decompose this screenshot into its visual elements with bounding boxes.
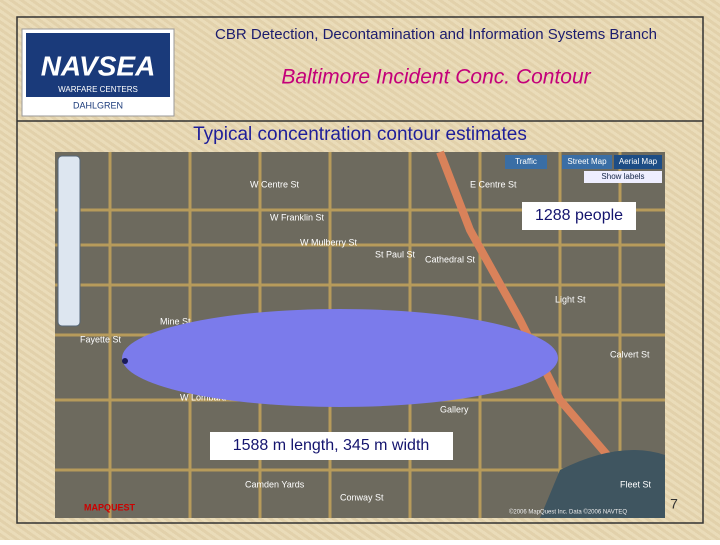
- street-label: St Paul St: [375, 249, 416, 259]
- zoom-control[interactable]: [57, 155, 81, 327]
- street-labels: W Centre St W Franklin St W Mulberry St Min…: [80, 179, 652, 502]
- street-label: Camden Yards: [245, 479, 305, 489]
- dimensions: 1588 m length, 345 m width: [233, 437, 430, 454]
- highway: [436, 150, 624, 473]
- title: Baltimore Incident Conc. Contour: [281, 66, 591, 89]
- logo-line1: WARFARE CENTERS: [58, 85, 138, 94]
- street-label: Gallery: [440, 404, 469, 414]
- street-label: Street Map: [567, 157, 607, 166]
- concentration-contour: [122, 309, 558, 407]
- logo-line2: DAHLGREN: [73, 100, 123, 110]
- subtitle: Typical concentration contour estimates: [193, 124, 527, 145]
- logo: NAVSEA WARFARE CENTERS DAHLGREN: [21, 28, 175, 117]
- frame: [16, 16, 704, 524]
- logo-name: NAVSEA: [41, 50, 156, 81]
- street-label: Mine St: [160, 316, 191, 326]
- page-number: 7: [670, 496, 678, 512]
- population: 1288 people: [535, 207, 623, 224]
- map-brand: MAPQUEST: [84, 502, 136, 512]
- street-label: W Mulberry St: [300, 237, 358, 247]
- branch: CBR Detection, Decontamination and Infor…: [215, 26, 657, 43]
- labels-label: Show labels: [601, 172, 644, 181]
- street-label: Fayette St: [80, 334, 122, 344]
- street-label: Cathedral St: [425, 254, 476, 264]
- street-label: Conway St: [340, 492, 384, 502]
- street-label: W Centre St: [250, 179, 300, 189]
- street-btn[interactable]: [562, 155, 612, 169]
- street-label: Calvert St: [610, 349, 650, 359]
- map: Traffic Street Map Aerial Map Show label…: [55, 150, 665, 518]
- map-copyright: ©2006 MapQuest Inc. Data ©2006 NAVTEQ: [509, 509, 627, 516]
- aerial-label: Aerial Map: [619, 157, 658, 166]
- street-label: W Franklin St: [270, 212, 325, 222]
- aerial-btn[interactable]: [614, 155, 662, 169]
- street-label: W Lombard St: [180, 392, 238, 402]
- water: [540, 450, 665, 518]
- traffic-label: Traffic: [515, 157, 537, 166]
- labels-toggle[interactable]: [584, 171, 662, 183]
- street-label: E Centre St: [470, 179, 517, 189]
- release-point: [122, 358, 128, 364]
- dimensions-box: [210, 432, 453, 460]
- street-label: Fleet St: [620, 479, 652, 489]
- traffic-btn[interactable]: [505, 155, 547, 169]
- logo-bg: [26, 33, 170, 97]
- population-box: [522, 202, 636, 230]
- street-label: Light St: [555, 294, 586, 304]
